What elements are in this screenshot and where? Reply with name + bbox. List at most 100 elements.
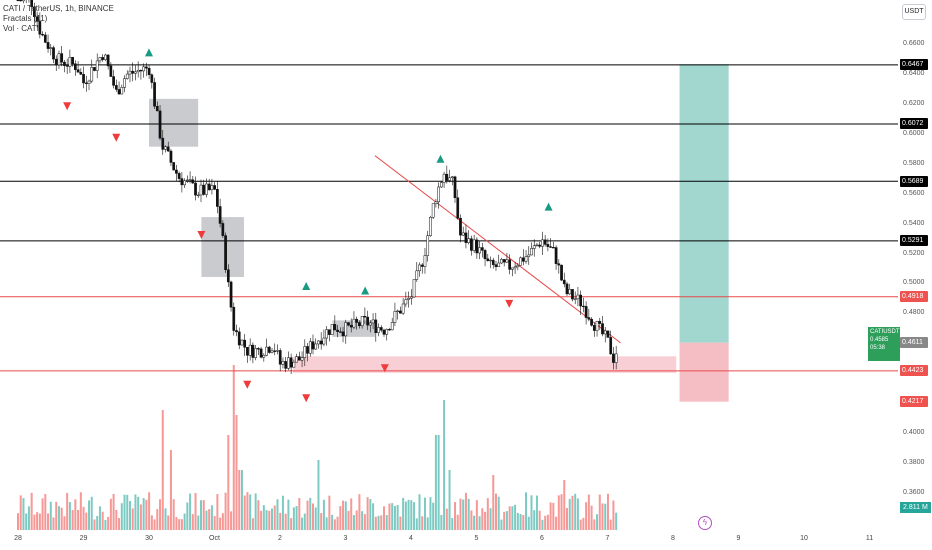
time-tick: 4 [409,535,413,542]
candle-body [224,235,227,270]
volume-bar [290,518,293,530]
price-tick: 0.4000 [903,429,925,437]
candle-body [43,34,47,43]
fractals-indicator-label[interactable]: Fractals (11) [3,14,48,23]
volume-bar [494,493,497,530]
fractal-down-icon [243,380,252,389]
volume-bar [585,502,588,530]
volume-bar [516,512,519,530]
volume-bar [322,499,325,530]
candle-body [60,53,64,63]
candle-body [584,306,588,318]
volume-bar [52,517,55,530]
volume-bar [445,508,448,530]
candle-body [434,201,438,204]
candle-body [254,348,257,358]
candle-body [213,185,217,190]
candle-body [317,340,320,345]
candle-body [532,245,536,249]
volume-bar [454,502,457,530]
volume-bar [118,518,121,530]
volume-bar [358,494,361,530]
candle-body [226,269,230,283]
volume-bar [82,506,85,530]
volume-bar [350,498,353,530]
volume-bar [604,503,607,530]
currency-button[interactable]: USDT [902,4,926,20]
volume-indicator-label[interactable]: Vol · CATI [3,24,39,33]
volume-bar [473,515,476,530]
volume-bar [418,494,421,530]
candle-body [420,264,424,267]
volume-bar [388,503,391,530]
candle-body [229,281,233,308]
price-level-label: 0.6072 [900,118,928,130]
zone-3 [293,356,677,373]
candle-body [480,247,484,251]
volume-bar [232,365,235,530]
volume-bar [342,500,345,530]
volume-bar [137,496,140,530]
volume-bar [240,470,243,530]
candle-body [218,206,222,224]
volume-bar [511,506,514,530]
candle-body [524,256,528,262]
volume-bar [238,470,241,530]
volume-bar [175,517,178,530]
volume-bar [208,509,211,530]
candle-body [278,350,282,365]
volume-bar [96,515,99,530]
fractal-up-icon [302,281,311,290]
candle-body [76,69,80,73]
volume-bar [142,498,145,530]
candle-body [63,61,66,66]
symbol-title[interactable]: CATI / TetherUS, 1h, BINANCE [3,4,114,13]
candle-body [205,183,208,195]
candle-body [453,176,457,198]
candle-body [530,248,533,256]
volume-bar [172,499,175,530]
volume-bar [98,506,101,530]
candle-body [388,329,391,331]
volume-bar [609,519,612,530]
candle-body [194,182,197,196]
candle-body [161,137,165,150]
volume-bar [432,502,435,530]
volume-bar [41,498,44,530]
volume-bar [601,503,604,530]
candle-body [131,70,135,74]
volume-bar [538,510,541,530]
volume-bar [284,513,287,530]
volume-bar [36,512,39,530]
candle-body [368,322,372,326]
price-tick: 0.5000 [903,279,925,287]
candle-body [267,346,271,353]
volume-bar [150,515,153,530]
candle-body [106,54,110,67]
candle-body [491,259,495,265]
time-tick: 5 [474,535,479,542]
volume-bar [462,499,465,530]
candle-body [71,57,74,64]
candle-body [333,324,337,331]
volume-bar [497,496,500,530]
candle-body [158,110,162,139]
candle-body [248,344,252,356]
volume-bar [535,495,538,530]
candle-body [521,257,525,262]
candle-body [180,178,184,186]
volume-bar [273,505,276,530]
price-tick: 0.6600 [903,39,925,47]
candle-body [202,184,206,195]
candle-body [49,47,53,49]
candle-body [516,264,520,268]
volume-bar [281,495,284,530]
candle-body [461,232,465,236]
volume-bar [555,516,558,530]
volume-bar [311,503,314,530]
candle-body [183,180,186,186]
volume-bar [339,506,342,530]
lightning-icon[interactable]: ϟ [698,516,712,530]
volume-bar [413,502,416,530]
